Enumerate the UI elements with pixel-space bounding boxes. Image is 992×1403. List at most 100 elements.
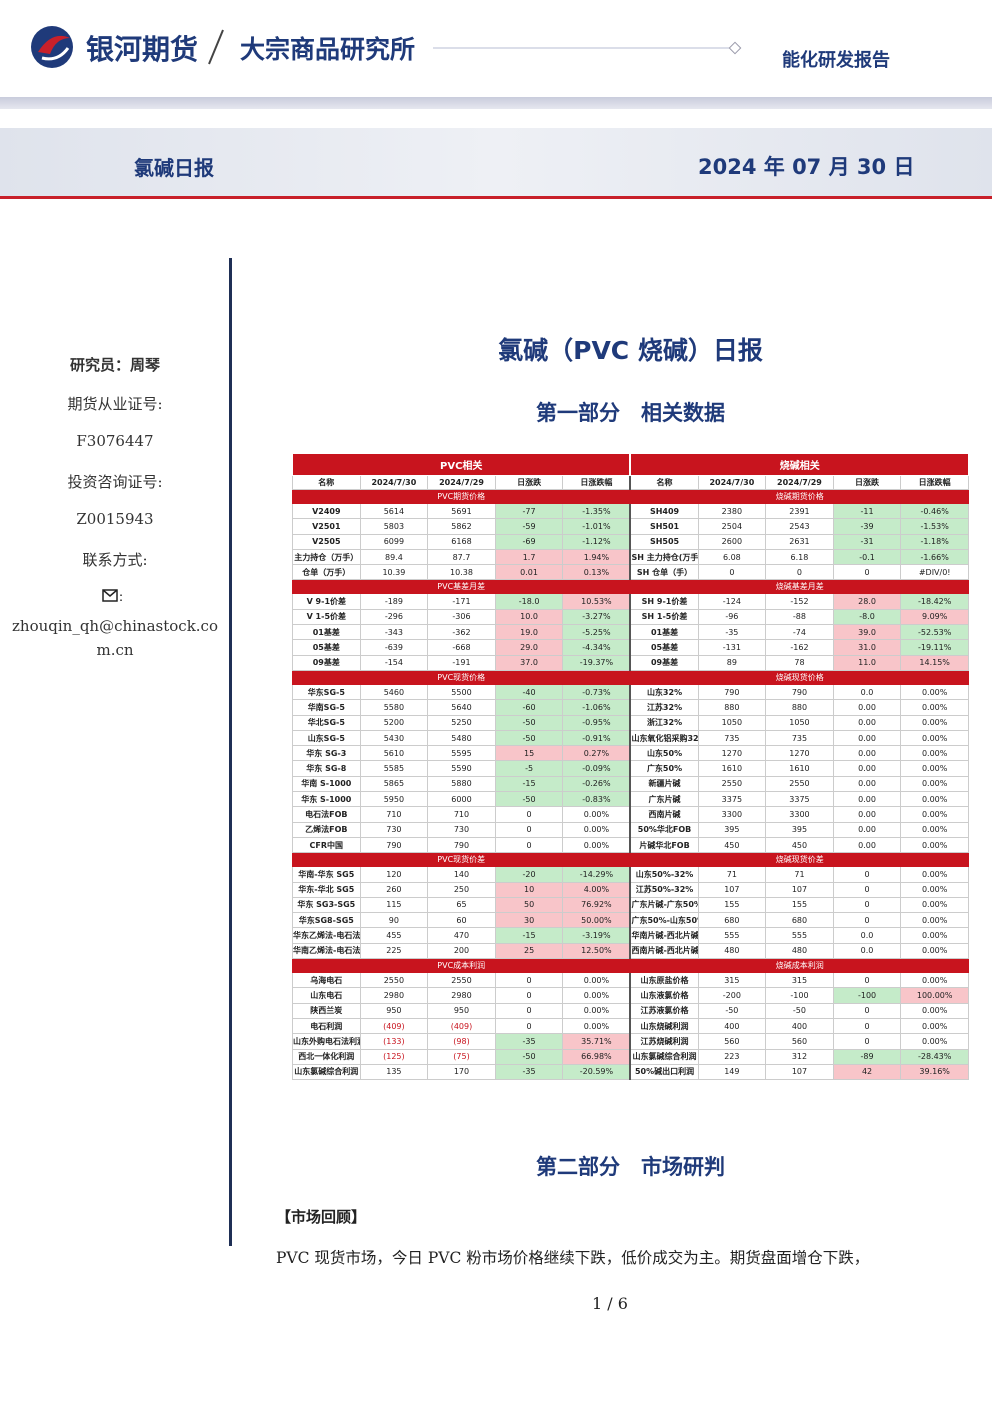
table-cell: -362 [427,624,496,641]
table-cell: 735 [697,729,767,747]
table-row: 华南 S-1000 5865 5880 -15 -0.26% 新疆片碱 2550 2550 0.… [292,775,969,793]
table-cell: -35 [494,1063,564,1081]
table-cell: 0 [494,806,564,823]
row-label: 华东 SG3-SG5 [292,896,361,914]
row-label: 西南片碱 [629,806,699,823]
table-cell: 0 [832,881,902,898]
table-cell: -0.83% [562,791,632,808]
table-row: PVC成本利润 烧碱成本利润 [292,958,970,974]
row-label: 江苏50%-32% [629,881,699,898]
table-cell: 710 [359,806,429,823]
table-cell: 0.00% [900,683,969,701]
table-cell: 312 [765,1048,834,1065]
row-label: 山东烧碱利润 [629,1017,699,1035]
table-cell: -39 [832,518,902,535]
row-label: 山东氯碱综合利润 [292,1063,361,1081]
table-cell: -50 [765,1002,834,1019]
table-cell: 950 [359,1002,429,1019]
table-cell: 880 [697,699,767,716]
license: F3076447 [76,432,154,450]
table-cell: 0.00% [900,1033,969,1050]
row-label: 浙江32% [629,714,699,731]
table-cell: 0 [832,1017,902,1035]
banner [0,128,992,199]
table-cell: 5640 [427,699,496,716]
table-cell: 0.00 [832,714,902,731]
row-label: 西北一体化利润 [292,1048,361,1065]
table-cell: 0 [832,896,902,914]
section-header: 烧碱基差月差 [629,579,970,595]
table-cell: 790 [359,836,429,854]
table-cell: 455 [359,927,429,944]
table-row: PVC基差月差 烧碱基差月差 [292,579,970,595]
table-cell: 0 [494,821,564,838]
contact-label: 联系方式: [82,551,148,569]
table-cell: 11.0 [832,654,902,671]
consult: Z0015943 [76,510,154,528]
table-cell: 0.00% [900,729,969,747]
table-cell: 6099 [359,533,429,550]
row-label: 广东片碱-广东50% [629,896,699,914]
column-header: 名称 [292,475,361,490]
table-cell: 0.00% [562,1002,632,1019]
table-cell: 31.0 [832,639,902,656]
table-cell: 5880 [427,775,496,793]
table-cell: 71 [765,866,834,883]
table-cell: 2504 [697,518,767,535]
table-cell: 149 [697,1063,767,1081]
table-cell: 315 [697,972,767,989]
table-cell: -152 [765,593,834,610]
table-cell: -15 [494,775,564,793]
row-label: 华东 S-1000 [292,791,361,808]
row-label: 华东SG-5 [292,683,361,701]
table-cell: (409) [359,1017,429,1035]
section-header: PVC期货价格 [292,489,632,504]
table-cell: -77 [494,502,564,520]
table-cell: 50 [494,896,564,914]
table-row: CFR中国 790 790 0 0.00% 片碱华北FOB 450 450 0.00 0.00% [292,836,969,854]
table-cell: -1.66% [900,548,969,566]
row-label: 陕西兰炭 [292,1002,361,1019]
row-label: SH505 [629,533,699,550]
table-cell: 0.00% [900,912,969,929]
table-cell: 0.00% [900,836,969,854]
table-cell: 680 [765,912,834,929]
table-cell: -35 [494,1033,564,1050]
table-cell: 0 [494,987,564,1004]
table-cell: -171 [427,593,496,610]
table-row: 西北一体化利润 (125) (75) -50 66.98% 山东氯碱综合利润 223 312-… [292,1048,969,1065]
row-label: 广东50% [629,760,699,777]
table-cell: 0.00% [562,821,632,838]
table-cell: -162 [765,639,834,656]
section-header: 烧碱现货价格 [629,669,970,685]
banner-title: 氯碱日报 [134,156,214,180]
row-label: V2505 [292,533,361,550]
table-cell: 470 [427,927,496,944]
table-cell: 2631 [765,533,834,550]
table-cell: 90 [359,912,429,929]
table-cell: 2550 [697,775,767,793]
table-cell: 6168 [427,533,496,550]
table-cell: 6.08 [697,548,767,566]
table-row: 华北SG-5 5200 5250 -50 -0.95% 浙江32% 1050 1050 0.00… [292,714,969,731]
row-label: SH 9-1价差 [629,593,699,610]
table-cell: 1.7 [494,548,564,566]
table-cell: -0.09% [562,760,632,777]
row-label: CFR中国 [292,836,361,854]
table-cell: 107 [765,881,834,898]
divider [208,29,742,65]
table-row: 乙烯法FOB 730 730 0 0.00% 50%华北FOB 395 395 0.00 0.00… [292,821,969,838]
row-label: 主力持仓（万手） [292,548,361,566]
table-cell: 35.71% [562,1033,632,1050]
table-cell: 15 [494,745,564,762]
table-cell: 76.92% [562,896,632,914]
table-cell: 400 [765,1017,834,1035]
table-cell: 115 [359,896,429,914]
table-row: 乌海电石 2550 2550 0 0.00% 山东原盐价格 315 315 0 0.00% [292,972,969,989]
row-label: 山东SG-5 [292,729,361,747]
table-cell: 65 [427,896,496,914]
table-cell: 19.0 [494,624,564,641]
table-cell: 395 [697,821,767,838]
table-cell: 0.00% [900,927,969,944]
